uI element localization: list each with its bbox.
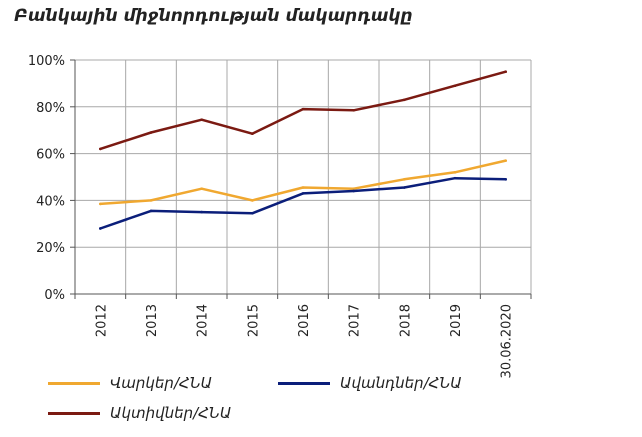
data-point [301,107,305,111]
x-tick-label: 2014 [196,304,211,337]
x-tick-label: 2019 [449,304,464,337]
y-tick-label: 100% [28,54,65,69]
data-point [99,202,102,206]
data-point [352,189,355,193]
x-tick-label: 2015 [246,304,261,337]
data-point [403,98,406,102]
y-tick-labels: 0% 20% 40% 60% 80% 100% [28,54,65,303]
x-tick-labels: 2012 2013 2014 2015 2016 2017 2018 2019 30.06.20… [94,304,514,378]
legend-label-loans: Վարկեր/ՀՆԱ [110,374,213,392]
x-tick-label: 2017 [348,304,363,337]
data-point [99,227,102,230]
y-tick-label: 0% [44,288,65,303]
y-tick-label: 60% [36,148,65,163]
legend-item-assets: Ակտիվներ/ՀՆԱ [48,404,231,422]
data-point [149,199,153,202]
data-point [504,178,507,181]
legend-swatch-deposits [278,381,330,385]
series-line-0 [99,159,507,206]
data-point [251,132,254,136]
data-point [301,192,305,195]
series-line-1 [99,176,507,230]
series-lines [99,70,507,230]
legend-swatch-loans [48,381,100,385]
data-point [149,209,153,213]
legend-label-assets: Ակտիվներ/ՀՆԱ [110,404,232,422]
data-point [99,147,102,151]
data-point [403,178,406,181]
data-point [149,131,153,134]
data-point [352,109,355,112]
y-tick-label: 80% [36,101,65,116]
x-tick-label: 2018 [398,304,413,337]
data-point [453,176,457,180]
data-point [200,187,203,190]
legend-item-loans: Վարկեր/ՀՆԱ [48,374,212,392]
chart-title: Բանկային միջնորդության մակարդակը [14,6,413,26]
x-tick-label: 2013 [145,304,160,337]
data-point [453,171,457,174]
x-tick-label: 30.06.2020 [500,304,515,378]
legend-item-deposits: Ավանդներ/ՀՆԱ [278,374,462,392]
data-point [352,187,355,190]
y-tick-label: 40% [36,194,65,209]
axes [70,59,532,299]
data-point [251,199,254,202]
x-tick-label: 2012 [94,304,109,337]
legend-label-deposits: Ավանդներ/ՀՆԱ [340,374,462,392]
data-point [504,70,507,73]
data-point [504,159,507,162]
y-tick-label: 20% [36,241,65,256]
legend-swatch-assets [48,411,100,415]
data-point [251,211,254,215]
data-point [403,186,406,189]
data-point [200,210,203,214]
x-tick-label: 2016 [297,304,312,337]
data-point [453,84,457,88]
data-point [200,118,203,121]
grid [75,59,532,294]
data-point [301,186,305,189]
